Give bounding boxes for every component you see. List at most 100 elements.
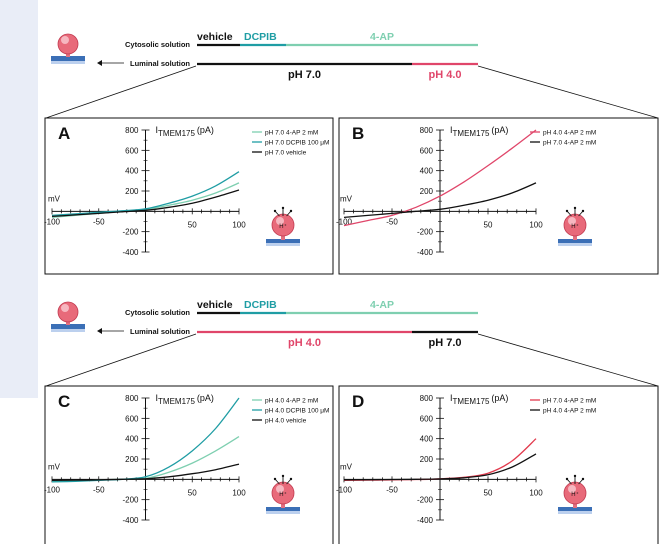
membrane-icon [558, 239, 592, 243]
y-tick-label: 600 [420, 414, 434, 423]
y-axis-label: ITMEM175 (pA) [156, 125, 214, 138]
membrane-icon [266, 239, 300, 243]
membrane-shadow-icon [558, 243, 592, 246]
legend-label-1: pH 4.0 4-AP 2 mM [265, 398, 318, 405]
drug-label-3: 4-AP [370, 31, 394, 43]
panel-A: A -100 -50 50 100 mV 800 600 400 200 -200 -400 ITMEM… [44, 117, 334, 275]
panels-layer: A -100 -50 50 100 mV 800 600 400 200 -200 -400 ITMEM… [44, 117, 659, 544]
x-tick-label: 50 [484, 488, 493, 497]
efflux-arrowhead-icon [573, 206, 577, 210]
luminal-label: Luminal solution [130, 59, 190, 68]
ph-label-2: pH 4.0 [428, 69, 461, 81]
drug-label-1: vehicle [197, 299, 233, 311]
ph-label-1: pH 7.0 [288, 69, 321, 81]
membrane-icon [266, 507, 300, 511]
cell-highlight-icon [61, 36, 69, 44]
series-line-2 [343, 182, 537, 219]
cell-highlight-icon [568, 485, 576, 493]
x-tick-label: -100 [44, 485, 61, 494]
y-axis-label: ITMEM175 (pA) [450, 125, 508, 138]
legend-label-1: pH 7.0 4-AP 2 mM [543, 398, 596, 405]
y-tick-label: 600 [125, 414, 139, 423]
legend-label-2: pH 4.0 4-AP 2 mM [543, 408, 596, 415]
cell-stalk-icon [573, 234, 577, 240]
efflux-arrowhead-icon [289, 209, 293, 213]
cell-highlight-icon [276, 217, 284, 225]
x-axis-label: mV [48, 462, 61, 471]
cell-highlight-icon [61, 304, 69, 312]
proton-symbol-icon: H⁺ [571, 223, 579, 230]
legend-label-2: pH 7.0 4-AP 2 mM [543, 140, 596, 147]
funnel-line-1 [45, 65, 197, 119]
series-line-2 [51, 397, 240, 483]
series-line-3 [51, 189, 240, 218]
panel-letter: B [352, 124, 364, 143]
panel-letter: A [58, 124, 70, 143]
y-tick-label: -400 [122, 516, 139, 525]
y-tick-label: 400 [420, 167, 434, 176]
x-tick-label: 50 [188, 220, 197, 229]
y-tick-label: -200 [122, 228, 139, 237]
legend-label-2: pH 7.0 DCPIB 100 μM [265, 140, 329, 147]
efflux-arrowhead-icon [565, 477, 569, 481]
x-axis-label: mV [340, 462, 353, 471]
proton-symbol-icon: H⁺ [571, 491, 579, 498]
series-line-2 [51, 171, 240, 217]
efflux-arrowhead-icon [581, 477, 585, 481]
page-white-body [38, 0, 663, 544]
y-tick-label: 800 [125, 394, 139, 403]
y-tick-label: 400 [125, 167, 139, 176]
membrane-shadow-icon [266, 243, 300, 246]
proton-symbol-icon: H⁺ [279, 223, 287, 230]
x-tick-label: 100 [232, 220, 246, 229]
cell-stalk-icon [281, 502, 285, 508]
y-tick-label: 200 [420, 187, 434, 196]
x-tick-label: -100 [44, 217, 61, 226]
cytosolic-label: Cytosolic solution [125, 308, 190, 317]
series-line-1 [343, 129, 537, 227]
panel-frame [338, 117, 659, 275]
membrane-shadow-icon [558, 511, 592, 514]
y-axis-label: ITMEM175 (pA) [450, 393, 508, 406]
x-tick-label: 50 [484, 220, 493, 229]
efflux-arrowhead-icon [573, 474, 577, 478]
funnel-line-2 [477, 333, 659, 387]
legend-label-3: pH 7.0 vehicle [265, 150, 307, 157]
y-axis-label: ITMEM175 (pA) [156, 393, 214, 406]
membrane-icon [51, 56, 85, 61]
cell-highlight-icon [276, 485, 284, 493]
y-tick-label: 400 [125, 435, 139, 444]
ph-label-1: pH 4.0 [288, 337, 321, 349]
protocol-layer: Cytosolic solution Luminal solution vehicl… [45, 31, 659, 387]
efflux-arrowhead-icon [273, 477, 277, 481]
efflux-arrowhead-icon [581, 209, 585, 213]
drug-label-2: DCPIB [244, 31, 277, 43]
efflux-arrowhead-icon [281, 474, 285, 478]
y-tick-label: 200 [420, 455, 434, 464]
x-tick-label: -50 [93, 217, 105, 226]
y-tick-label: 600 [125, 146, 139, 155]
protocol-1: Cytosolic solution Luminal solution vehicl… [45, 31, 659, 119]
panel-B: B -100 -50 50 100 mV 800 600 400 200 -200 -400 ITMEM… [336, 117, 659, 275]
y-tick-label: 800 [125, 126, 139, 135]
x-tick-label: -50 [93, 485, 105, 494]
panel-frame [44, 117, 334, 275]
ph-label-2: pH 7.0 [428, 337, 461, 349]
x-tick-label: 100 [529, 220, 543, 229]
efflux-arrowhead-icon [273, 209, 277, 213]
cytosolic-label: Cytosolic solution [125, 40, 190, 49]
y-tick-label: 800 [420, 394, 434, 403]
drug-label-2: DCPIB [244, 299, 277, 311]
y-tick-label: -400 [122, 248, 139, 257]
x-tick-label: -100 [336, 217, 353, 226]
cell-highlight-icon [568, 217, 576, 225]
legend-label-1: pH 4.0 4-AP 2 mM [543, 130, 596, 137]
x-axis-label: mV [340, 194, 353, 203]
arrow-head-icon [97, 328, 102, 334]
y-tick-label: 800 [420, 126, 434, 135]
x-axis-label: mV [48, 194, 61, 203]
arrow-head-icon [97, 60, 102, 66]
y-tick-label: -400 [417, 248, 434, 257]
panel-C: C -100 -50 50 100 mV 800 600 400 200 -200 -400 ITMEM… [44, 385, 334, 544]
